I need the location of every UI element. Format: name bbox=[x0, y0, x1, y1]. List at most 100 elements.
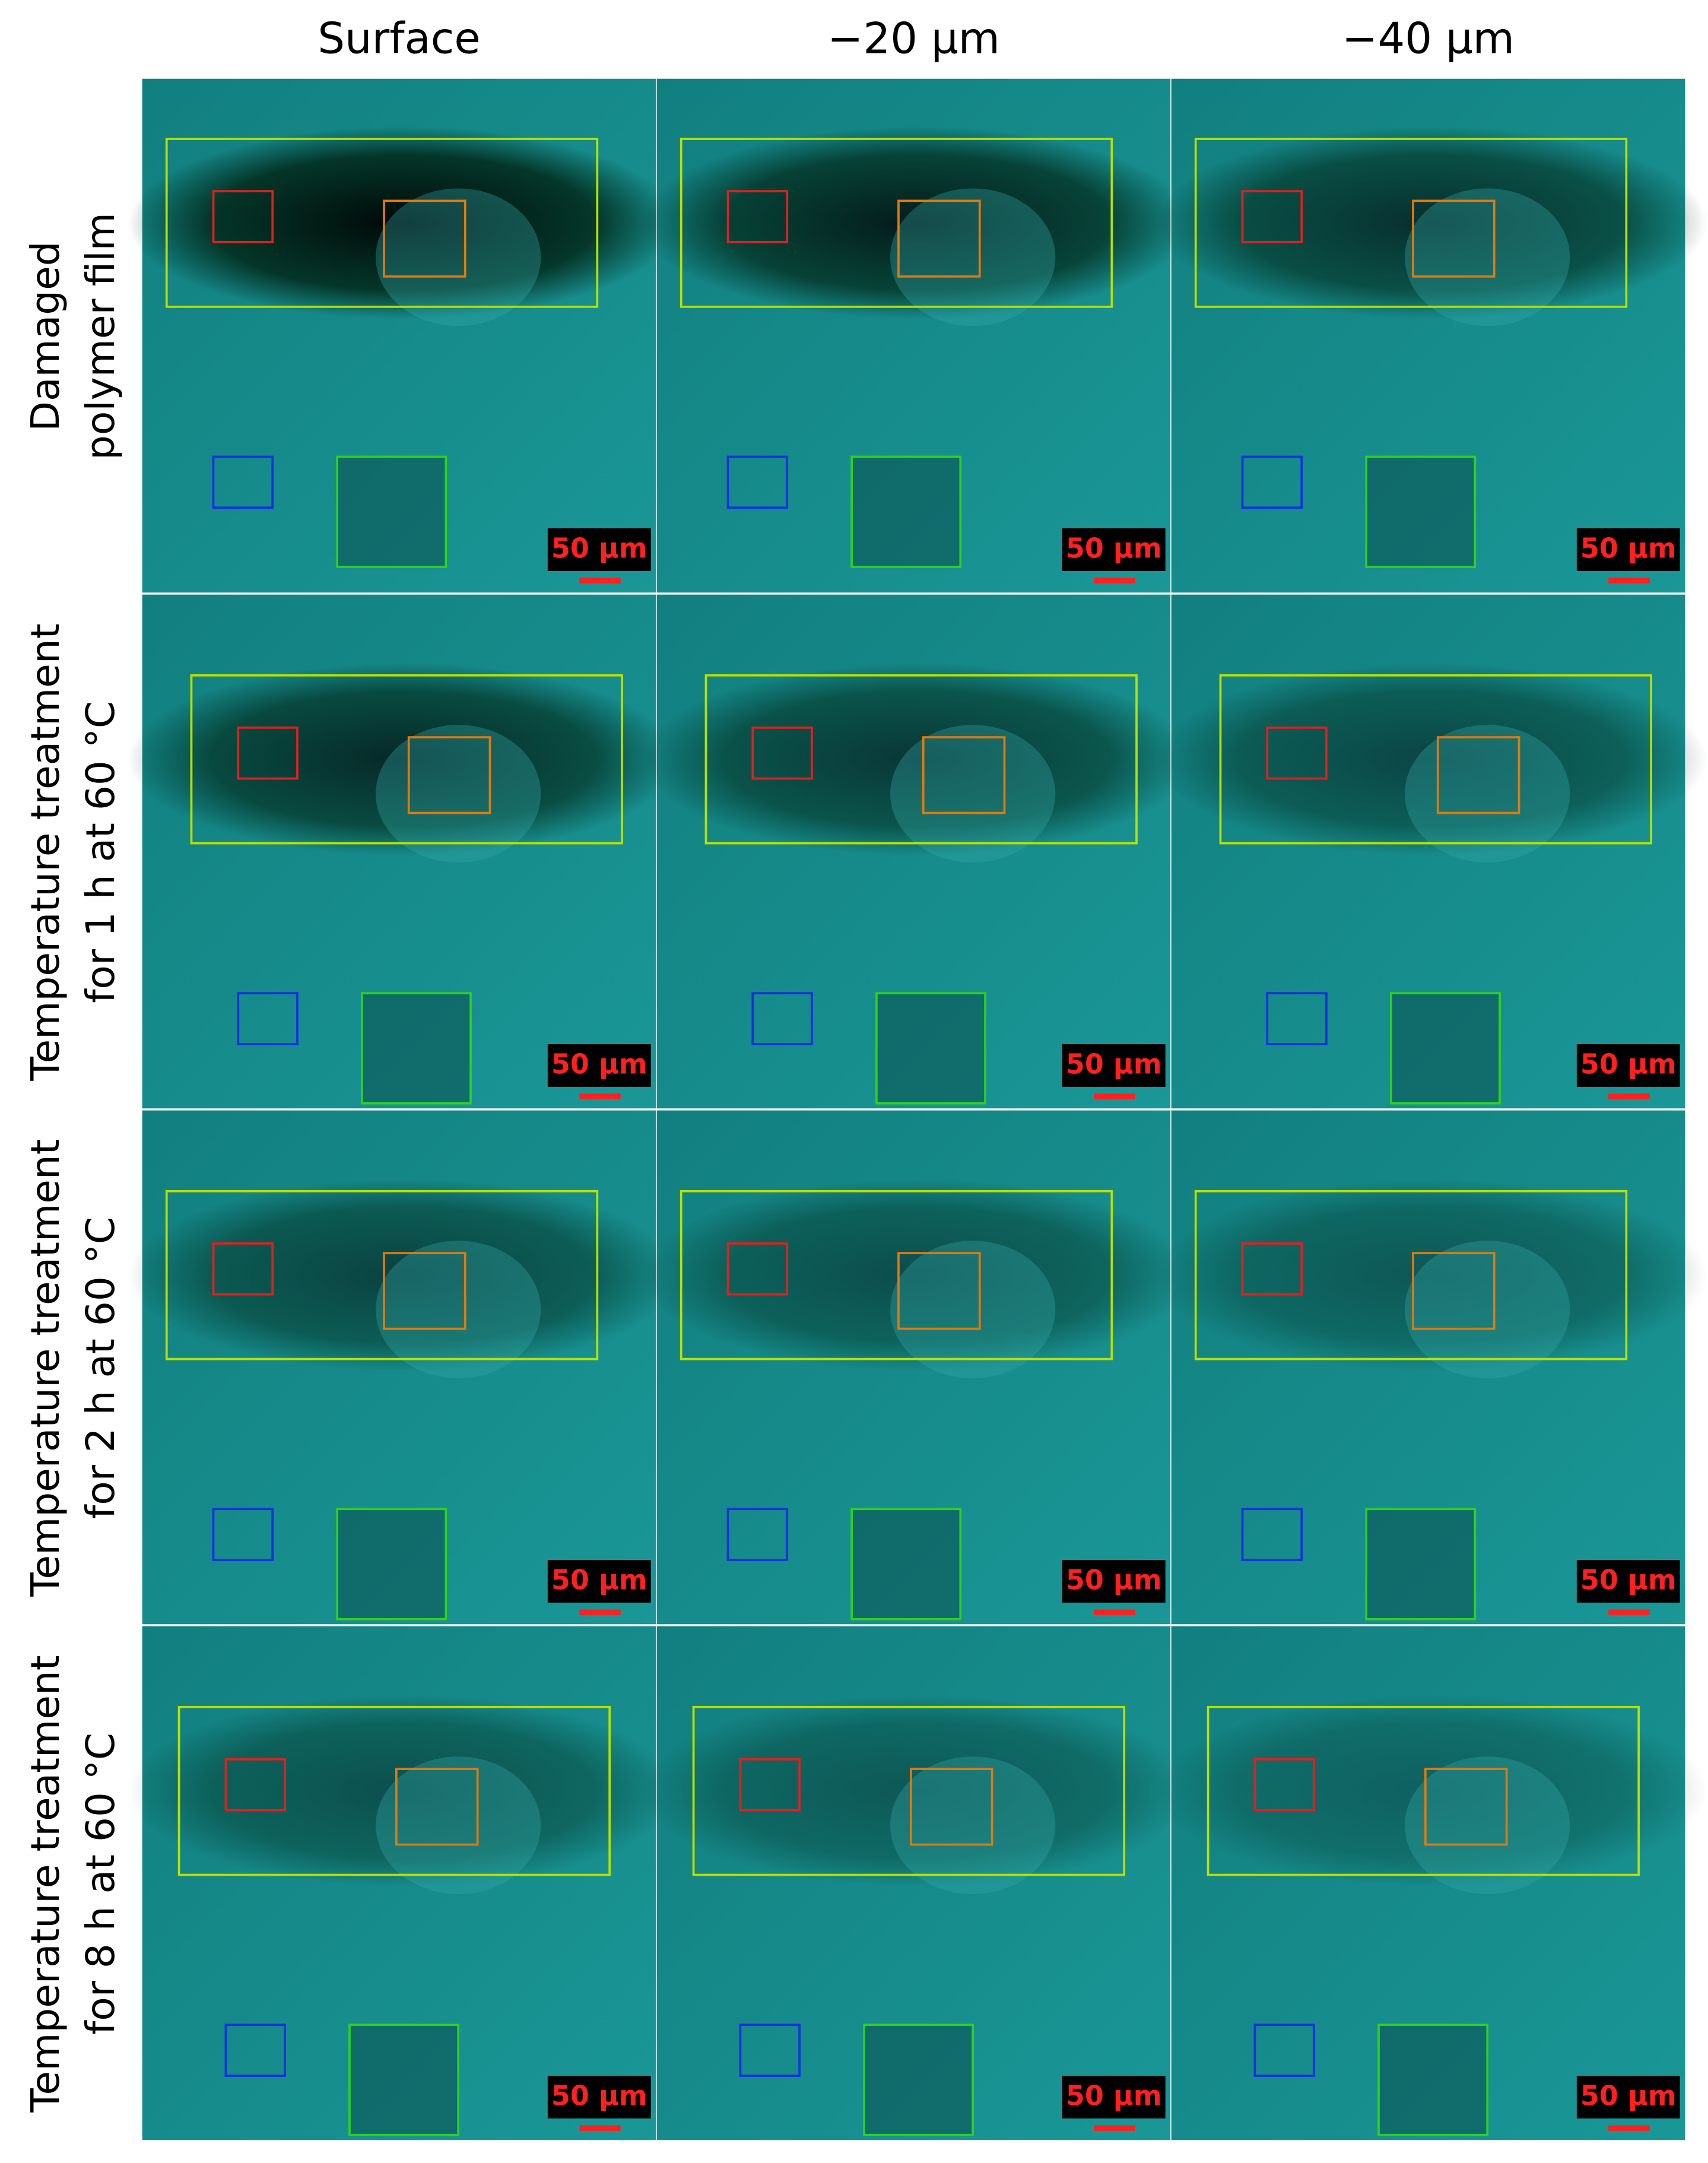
scale-bar bbox=[1608, 1609, 1650, 1615]
damage-region bbox=[128, 126, 679, 319]
column-header: −40 µm bbox=[1342, 14, 1515, 64]
region-box bbox=[1412, 199, 1496, 278]
region-box bbox=[704, 674, 1138, 845]
scale-bar-label: 50 µm bbox=[1580, 2080, 1677, 2112]
row-label: polymer film bbox=[78, 213, 123, 460]
damage-region bbox=[1405, 1241, 1570, 1379]
region-box bbox=[361, 992, 472, 1105]
region-box bbox=[875, 992, 986, 1105]
damage-region bbox=[376, 1241, 541, 1379]
scale-bar-label: 50 µm bbox=[551, 1048, 647, 1080]
damage-region bbox=[890, 188, 1056, 326]
reference-area bbox=[1379, 2025, 1488, 2135]
region-box bbox=[224, 2024, 286, 2077]
reference-area bbox=[864, 2025, 973, 2135]
scale-bar bbox=[579, 2125, 621, 2131]
reference-area bbox=[337, 456, 446, 567]
row-label: Temperature treatment bbox=[23, 1139, 68, 1597]
scale-bar bbox=[1608, 2125, 1650, 2131]
damage-region bbox=[1405, 188, 1570, 326]
damage-region bbox=[642, 126, 1193, 319]
row-label: for 2 h at 60 °C bbox=[78, 1217, 123, 1519]
scale-bar-label: 50 µm bbox=[1580, 1564, 1677, 1596]
region-box bbox=[224, 1758, 286, 1812]
reference-area bbox=[1366, 1509, 1475, 1619]
damage-region bbox=[1157, 1178, 1708, 1372]
row-label: for 8 h at 60 °C bbox=[78, 1733, 123, 2035]
region-box bbox=[1424, 1768, 1508, 1846]
scale-bar bbox=[579, 1093, 621, 1099]
region-box bbox=[680, 138, 1113, 308]
region-box bbox=[1194, 1190, 1628, 1360]
region-box bbox=[1207, 1705, 1640, 1876]
micrograph bbox=[128, 1109, 679, 1625]
column-header: Surface bbox=[318, 14, 480, 64]
damage-region bbox=[128, 662, 679, 856]
region-box bbox=[212, 190, 274, 243]
scale-bar-background bbox=[547, 1044, 651, 1087]
damage-region bbox=[376, 188, 541, 326]
region-box bbox=[751, 992, 813, 1045]
scale-bar-background bbox=[1062, 528, 1166, 571]
reference-area bbox=[852, 456, 961, 567]
region-box bbox=[726, 1508, 789, 1561]
region-box bbox=[237, 727, 299, 780]
region-box bbox=[212, 1508, 274, 1561]
damage-region bbox=[890, 1756, 1056, 1895]
damage-region bbox=[128, 1694, 679, 1888]
region-box bbox=[739, 2024, 801, 2077]
region-box bbox=[751, 727, 813, 780]
region-box bbox=[726, 455, 789, 509]
region-box bbox=[692, 1705, 1126, 1876]
region-box bbox=[922, 736, 1006, 814]
region-box bbox=[1253, 2024, 1315, 2077]
region-box bbox=[407, 736, 491, 814]
reference-area bbox=[852, 1509, 961, 1619]
damage-region bbox=[1405, 1756, 1570, 1895]
micrograph bbox=[1157, 594, 1708, 1109]
scale-bar bbox=[1608, 578, 1650, 583]
region-box bbox=[336, 1508, 447, 1620]
micrograph bbox=[1157, 1109, 1708, 1625]
region-box bbox=[383, 1252, 466, 1330]
scale-bar bbox=[1094, 1093, 1135, 1099]
region-box bbox=[680, 1190, 1113, 1360]
micrograph bbox=[642, 1109, 1193, 1625]
scale-bar-label: 50 µm bbox=[1580, 1048, 1677, 1080]
scale-bar-background bbox=[1576, 1560, 1680, 1603]
micrograph bbox=[1157, 78, 1708, 594]
region-box bbox=[237, 992, 299, 1045]
micrograph bbox=[128, 1625, 679, 2141]
scale-bar bbox=[579, 1609, 621, 1615]
micrograph bbox=[1157, 1625, 1708, 2141]
region-box bbox=[726, 190, 789, 243]
region-box bbox=[1412, 1252, 1496, 1330]
scale-bar-background bbox=[547, 2076, 651, 2118]
region-box bbox=[1266, 992, 1328, 1045]
region-box bbox=[1266, 727, 1328, 780]
region-box bbox=[383, 199, 466, 278]
scale-bar-label: 50 µm bbox=[1066, 1564, 1162, 1596]
damage-region bbox=[1157, 662, 1708, 856]
region-box bbox=[336, 455, 447, 568]
scale-bar bbox=[1094, 1609, 1135, 1615]
micrograph bbox=[128, 78, 679, 594]
region-box bbox=[1377, 2024, 1489, 2136]
micrograph bbox=[128, 594, 679, 1109]
damage-region bbox=[890, 1241, 1056, 1379]
damage-region bbox=[128, 1178, 679, 1372]
damage-region bbox=[642, 1178, 1193, 1372]
damage-region bbox=[642, 1694, 1193, 1888]
region-box bbox=[1241, 190, 1303, 243]
reference-area bbox=[1366, 456, 1475, 567]
region-box bbox=[1253, 1758, 1315, 1812]
damage-region bbox=[376, 1756, 541, 1895]
scale-bar-background bbox=[547, 528, 651, 571]
reference-area bbox=[1390, 993, 1500, 1103]
column-header: −20 µm bbox=[827, 14, 1000, 64]
scale-bar-label: 50 µm bbox=[1066, 2080, 1162, 2112]
region-box bbox=[165, 1190, 599, 1360]
region-box bbox=[1365, 1508, 1477, 1620]
region-box bbox=[863, 2024, 974, 2136]
